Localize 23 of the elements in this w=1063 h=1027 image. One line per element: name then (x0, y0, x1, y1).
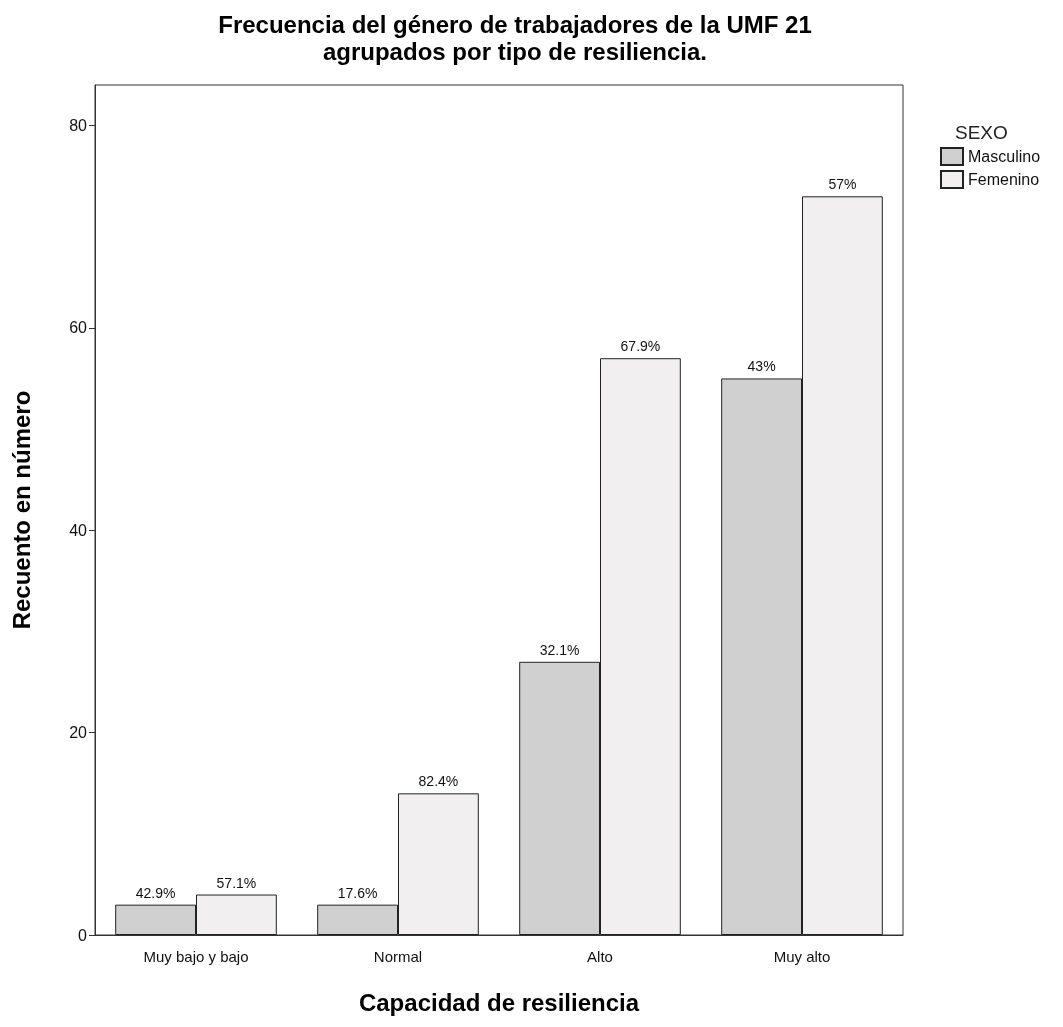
annotation: 32.1% (539, 641, 580, 658)
annotation: 43% (747, 358, 776, 375)
legend-label: Femenino (968, 171, 1040, 188)
annotation: 82.4% (418, 773, 459, 790)
annotation: 67.9% (620, 338, 661, 355)
y-tick-label: 0 (78, 926, 88, 944)
y-tick-label: 80 (69, 116, 88, 134)
y-tick-label: 60 (69, 319, 88, 337)
x-tick-label: Normal (373, 948, 423, 965)
x-tick-label: Muy bajo y bajo (143, 948, 249, 965)
annotation: 42.9% (135, 884, 176, 901)
annotation: 57% (828, 176, 857, 193)
legend-title: SEXO (955, 122, 1008, 143)
y-tick-label: 40 (69, 521, 88, 539)
chart-title: Frecuencia del género de trabajadores de la UMF 21 agrupados por tipo de resiliencia. (218, 11, 812, 65)
x-axis-title: Capacidad de resiliencia (358, 988, 640, 1016)
y-tick-label: 20 (69, 724, 88, 742)
y-axis-title: Recuento en número (7, 390, 35, 630)
legend-label: Masculino (968, 148, 1041, 165)
x-tick-label: Muy alto (773, 948, 831, 965)
annotation: 57.1% (216, 874, 257, 891)
annotation: 17.6% (337, 884, 378, 901)
x-tick-label: Alto (587, 948, 613, 965)
